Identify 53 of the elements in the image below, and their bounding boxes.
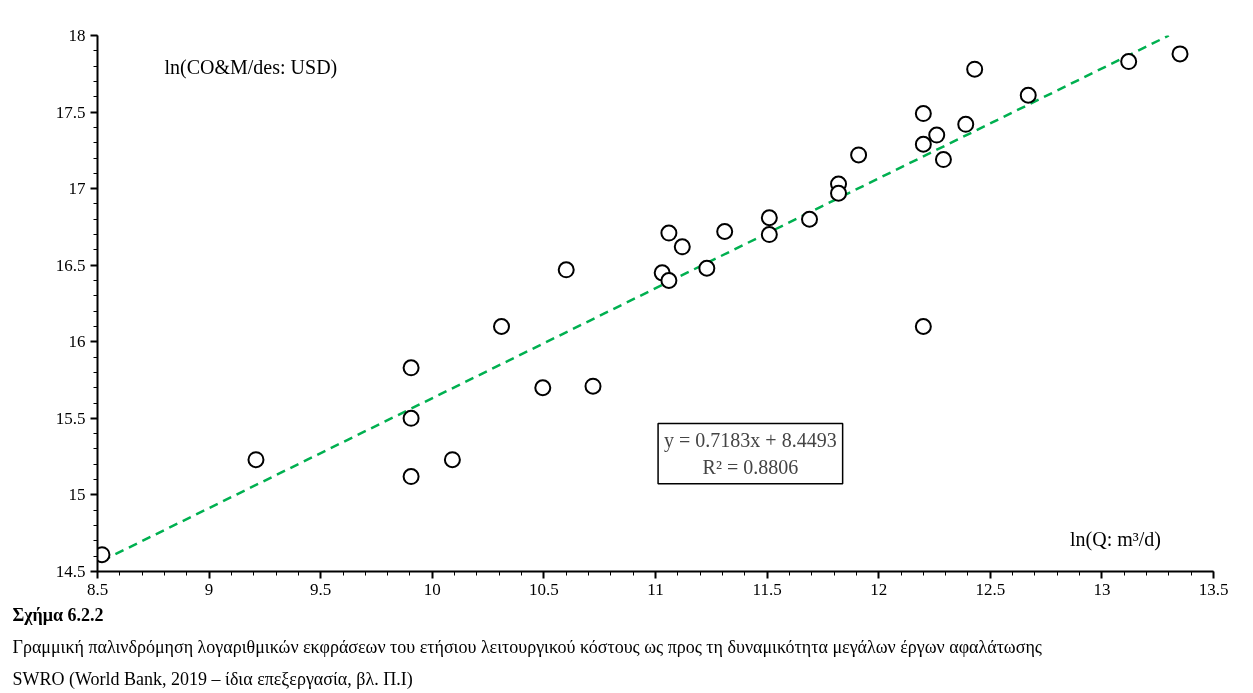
x-tick-label: 10.5 [529, 579, 559, 599]
point [801, 210, 819, 228]
point [402, 409, 420, 427]
point [402, 468, 420, 486]
point [966, 60, 984, 78]
point [928, 126, 946, 144]
x-tick-label: 11.5 [752, 579, 782, 599]
y-tick-label: 14.5 [55, 562, 86, 581]
point [557, 261, 575, 279]
x-tick-label: 12 [870, 579, 888, 599]
y-tick-label: 15 [68, 485, 86, 505]
x-tick-label: 9.5 [310, 579, 332, 599]
point [1019, 86, 1037, 104]
annotation: y = 0.7183x + 8.4493 R² = 0.8806 [664, 429, 837, 478]
point [760, 226, 778, 244]
point [402, 359, 420, 377]
x-tick-label: 13.5 [1198, 579, 1229, 599]
point [492, 317, 510, 335]
text: Γραμμική παλινδρόμηση λογαριθμικών εκφράσεων του ετήσιου λειτουργικού κόστους ως προς τη δυναμικότητα μεγάλων έργων αφαλάτωσης SWRO (World Bank, 2019 – ίδια επεξεργασία, βλ. Π.Ι) [12, 636, 1042, 690]
point [914, 135, 932, 153]
point [850, 146, 868, 164]
x-tick-label: 10 [423, 579, 441, 599]
x-tick-label: 12.5 [975, 579, 1006, 599]
y-tick-label: 16.5 [55, 255, 86, 275]
point [698, 259, 716, 277]
point [673, 238, 691, 256]
x-tick-label: 8.5 [86, 579, 109, 599]
point [914, 317, 932, 335]
point [760, 209, 778, 227]
point [1171, 45, 1189, 63]
point [660, 224, 678, 242]
point [830, 184, 848, 202]
y-tick-label: 17 [68, 179, 86, 199]
point [660, 272, 678, 290]
x-tick-label: 9 [204, 579, 214, 599]
point [1120, 53, 1138, 71]
point [247, 451, 265, 469]
y-tick-label: 15.5 [55, 408, 86, 428]
point [934, 151, 952, 169]
y-tick-label: 17.5 [55, 102, 86, 122]
point [534, 379, 552, 397]
y-tick-label: 18 [68, 26, 86, 45]
x-tick-label: 13 [1093, 579, 1111, 599]
y-axis-title: ln(CO&M/des: USD) [164, 56, 338, 80]
text: Σχήμα 6.2.2 [12, 604, 104, 625]
x-tick-label: 11 [647, 579, 664, 599]
point [443, 451, 461, 469]
y-tick-label: 16 [68, 332, 86, 352]
x-axis-title: ln(Q: m³/d) [1070, 528, 1162, 552]
point [914, 105, 932, 123]
point [957, 115, 975, 133]
point [584, 377, 602, 395]
point [716, 223, 734, 241]
